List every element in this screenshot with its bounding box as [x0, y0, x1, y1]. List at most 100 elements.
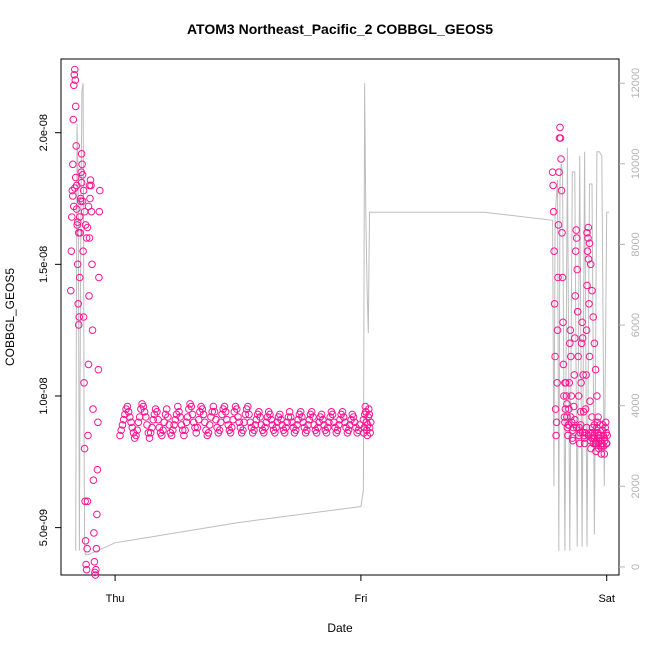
data-point — [90, 529, 98, 537]
data-point — [283, 418, 291, 427]
data-point — [272, 423, 280, 432]
data-point — [572, 234, 581, 242]
data-point — [568, 434, 577, 442]
data-point — [209, 402, 218, 411]
data-point — [597, 450, 606, 458]
data-point — [82, 565, 91, 574]
data-point — [91, 571, 100, 579]
data-point — [561, 379, 569, 387]
data-point — [601, 418, 610, 427]
data-point — [549, 181, 557, 190]
data-point — [335, 421, 343, 429]
data-point — [282, 423, 290, 432]
data-point — [236, 423, 245, 432]
data-point — [140, 408, 149, 416]
data-point — [233, 405, 241, 413]
data-point — [244, 402, 252, 411]
data-point — [180, 431, 188, 440]
data-point — [85, 181, 94, 190]
data-point — [165, 421, 173, 429]
data-point — [158, 431, 166, 440]
data-point — [139, 402, 148, 411]
data-point — [161, 410, 170, 419]
data-point — [567, 352, 575, 361]
data-point — [569, 436, 577, 445]
data-point — [67, 286, 75, 295]
data-point — [83, 223, 92, 232]
y-tick-label: 2.0e-08 — [38, 114, 50, 151]
data-point — [84, 202, 93, 211]
data-point — [557, 186, 566, 195]
data-point — [84, 431, 92, 440]
data-point — [144, 429, 153, 437]
data-point — [202, 426, 210, 435]
data-point — [95, 273, 103, 282]
data-point — [75, 313, 83, 321]
data-point — [82, 234, 91, 242]
y2-tick-label: 10000 — [630, 149, 642, 180]
data-point — [326, 413, 335, 421]
data-point — [199, 410, 208, 419]
data-point — [80, 207, 89, 216]
data-point — [181, 426, 189, 435]
data-point — [572, 226, 581, 234]
data-point — [70, 81, 78, 90]
data-point — [92, 544, 101, 553]
data-point — [256, 413, 264, 421]
data-point — [75, 213, 84, 221]
data-point — [185, 405, 193, 413]
data-point — [73, 260, 82, 269]
data-point — [234, 413, 242, 421]
data-point — [550, 300, 559, 308]
data-point — [339, 413, 348, 421]
data-point — [74, 300, 82, 308]
data-point — [261, 423, 269, 432]
data-point — [228, 423, 236, 432]
data-point — [81, 537, 90, 545]
data-point — [149, 415, 157, 424]
data-point — [365, 405, 373, 413]
data-point — [338, 408, 347, 416]
data-point — [572, 423, 581, 432]
data-point — [73, 221, 81, 229]
data-point — [602, 439, 611, 448]
data-point — [319, 415, 327, 424]
x-tick-label: Fri — [354, 593, 367, 605]
data-point — [217, 418, 225, 427]
y-tick-label: 5.0e-09 — [38, 509, 50, 546]
data-point — [569, 426, 577, 435]
data-point — [88, 260, 96, 269]
data-point — [69, 192, 77, 200]
data-point — [148, 423, 156, 432]
data-point — [365, 410, 374, 419]
data-point — [205, 421, 214, 429]
data-point — [86, 194, 94, 203]
data-point — [266, 410, 274, 419]
x-tick-label: Thu — [106, 593, 125, 605]
data-point — [150, 410, 159, 419]
data-point — [198, 405, 207, 413]
data-point — [119, 415, 128, 424]
data-point — [88, 326, 97, 335]
data-point — [241, 410, 250, 419]
data-point — [245, 410, 253, 419]
data-point — [93, 465, 102, 474]
data-point — [573, 265, 582, 274]
data-point — [251, 421, 259, 429]
data-point — [563, 413, 571, 421]
data-point — [93, 510, 101, 519]
data-point — [89, 405, 97, 413]
data-point — [583, 247, 592, 255]
data-point — [582, 371, 590, 379]
data-point — [133, 426, 141, 435]
data-point — [584, 234, 592, 242]
data-point — [284, 413, 293, 421]
data-point — [260, 429, 268, 437]
data-point — [142, 413, 150, 421]
data-point — [307, 408, 316, 416]
data-point — [571, 334, 579, 342]
data-point — [145, 434, 154, 442]
data-point — [561, 405, 570, 413]
data-point — [553, 326, 562, 335]
data-point — [70, 71, 79, 79]
